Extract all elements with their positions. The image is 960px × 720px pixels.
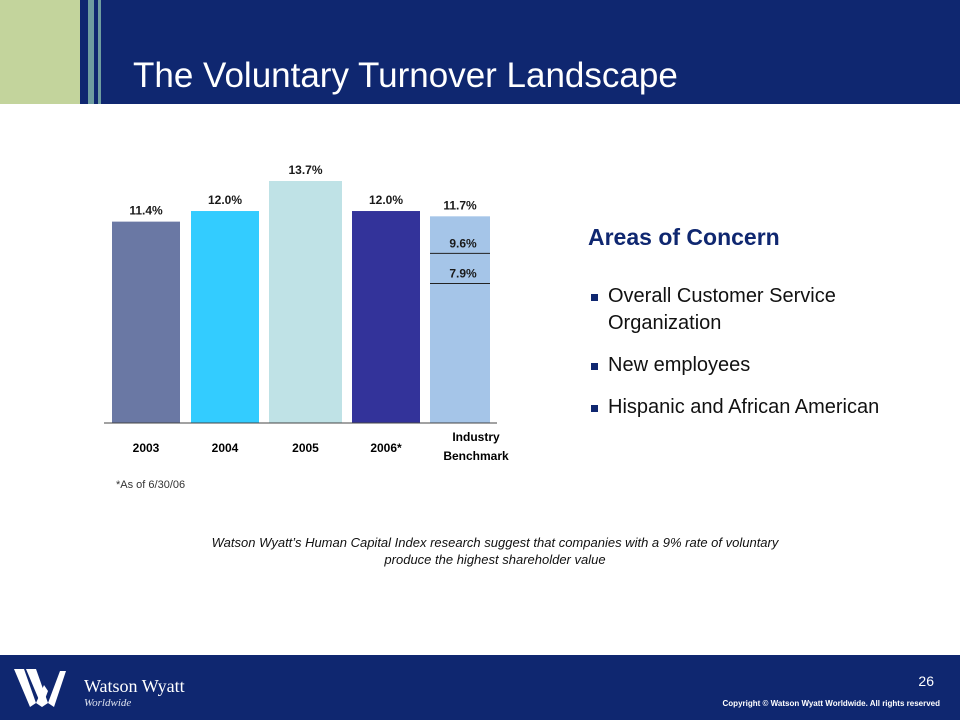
page-number: 26 [918,673,934,689]
category-label: Benchmark [443,449,509,463]
concern-item: New employees [588,352,908,379]
bar-2004 [191,211,259,423]
research-note: Watson Wyatt’s Human Capital Index resea… [120,534,870,568]
header-accent-stripe [88,0,94,104]
concerns-list: Overall Customer Service Organization Ne… [588,283,908,436]
concern-item: Overall Customer Service Organization [588,283,908,337]
concern-item: Hispanic and African American [588,394,908,421]
bar-value-label: 13.7% [288,163,322,177]
bar-2006 [352,211,420,423]
square-bullet-icon [591,363,598,370]
company-subname: Worldwide [84,697,132,709]
square-bullet-icon [591,405,598,412]
concern-item-text: Overall Customer Service Organization [608,285,836,334]
concern-item-text: Hispanic and African American [608,396,880,418]
category-label: Industry [452,430,500,444]
header-band [0,0,960,104]
bar-value-label: 12.0% [208,193,242,207]
bar-industry-benchmark [430,216,490,423]
slide-title: The Voluntary Turnover Landscape [133,56,678,95]
copyright-text: Copyright © Watson Wyatt Worldwide. All … [722,699,940,708]
category-label: 2005 [292,441,319,455]
category-label: 2006* [370,441,402,455]
watson-wyatt-logo-icon [14,669,66,707]
bar-value-label: 11.7% [443,198,477,212]
category-label: 2004 [212,441,239,455]
header-accent-stripe-thin [98,0,101,104]
concerns-heading: Areas of Concern [588,224,780,250]
bar-value-label: 12.0% [369,193,403,207]
company-name: Watson Wyatt [84,676,185,696]
research-note-line: Watson Wyatt’s Human Capital Index resea… [211,535,779,550]
research-note-line: produce the highest shareholder value [384,552,606,567]
category-label: 2003 [133,441,160,455]
header-accent-green [0,0,80,104]
bar-2003 [112,221,180,423]
square-bullet-icon [591,294,598,301]
bar-value-label: 11.4% [129,204,163,218]
chart-footnote: *As of 6/30/06 [116,479,186,491]
benchmark-marker-label: 9.6% [449,236,477,250]
bar-2005 [269,181,342,423]
concern-item-text: New employees [608,354,751,376]
footer-band [0,655,960,720]
benchmark-marker-label: 7.9% [449,266,477,280]
